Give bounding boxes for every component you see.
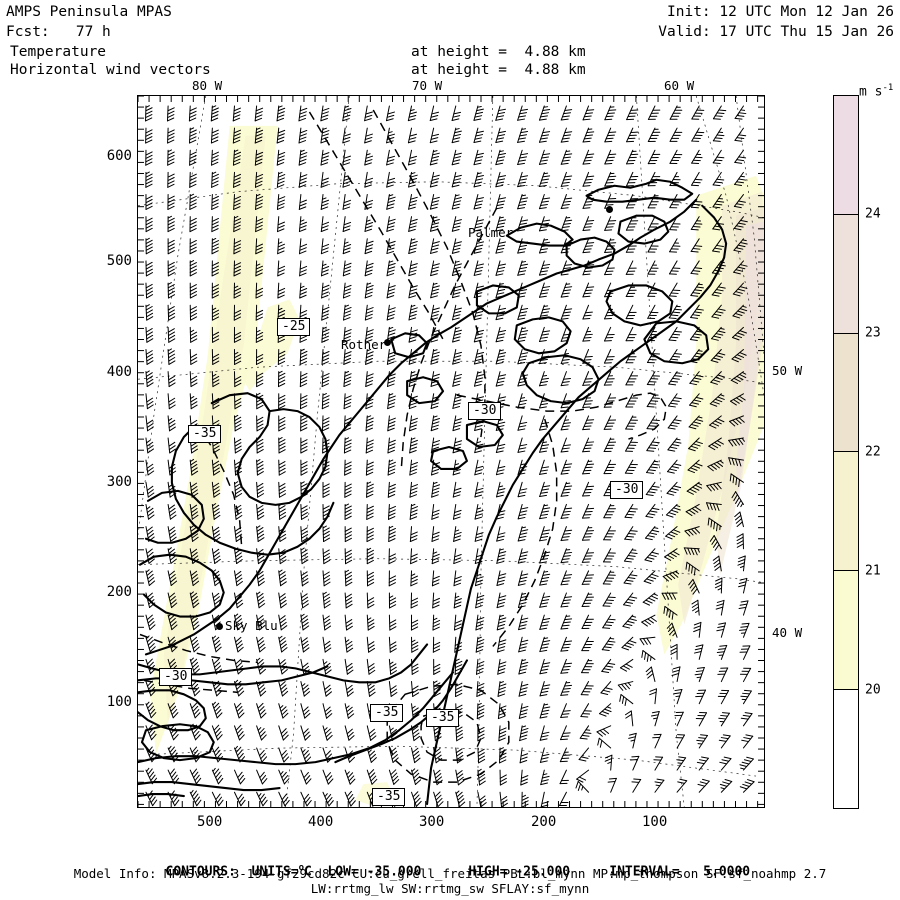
colorbar-band-6 — [834, 96, 858, 215]
contour-label-1: -25 — [277, 318, 311, 336]
model-info-line: Model Info: MPASv8.2.3-194-gf29cd82c CU:… — [73, 866, 827, 881]
header-block: AMPS Peninsula MPAS Fcst: 77 h Temperatu… — [6, 2, 896, 84]
contour-label-7: -35 — [426, 709, 460, 727]
colorbar-band-5 — [834, 214, 858, 334]
y-tick-300: 300 — [106, 474, 132, 490]
colorbar-tick-23: 23 — [865, 325, 881, 341]
y-tick-200: 200 — [106, 584, 132, 600]
init-time-text: Init: 12 UTC Mon 12 Jan 26 — [667, 4, 894, 20]
y-tick-400: 400 — [106, 364, 132, 380]
colorbar-units-text: m s — [859, 84, 883, 100]
contour-label-4: -30 — [610, 481, 644, 499]
station-label-rother: Rother — [341, 337, 387, 352]
y-tick-600: 600 — [106, 148, 132, 164]
page-title: AMPS Peninsula MPAS — [6, 4, 172, 20]
axis-ticks — [138, 96, 764, 807]
colorbar: m s-1 24 23 22 21 20 — [833, 83, 893, 809]
contour-label-6: -35 — [370, 704, 404, 722]
contour-label-8: -35 — [372, 788, 406, 806]
lon-label-right-40w: 40 W — [772, 625, 803, 640]
lon-label-top-70w: 70 W — [412, 78, 443, 93]
lon-label-top-60w: 60 W — [664, 78, 695, 93]
field-label-wind: Horizontal wind vectors — [10, 62, 211, 78]
colorbar-gradient — [833, 95, 859, 809]
x-tick-100: 100 — [642, 814, 668, 830]
x-tick-200: 200 — [531, 814, 557, 830]
physics-info-line: LW:rrtmg_lw SW:rrtmg_sw SFLAY:sf_mynn — [310, 881, 590, 896]
colorbar-tick-22: 22 — [865, 444, 881, 460]
colorbar-units-label: m s-1 — [859, 83, 893, 99]
contours-range-text: C LOW= -35.000 HIGH= -25.000 INTERVAL= 5… — [304, 864, 751, 880]
contour-label-5: -30 — [159, 668, 193, 686]
contours-info-line: CONTOURS: UNITS=oC LOW= -35.000 HIGH= -2… — [0, 848, 900, 879]
lon-label-top-80w: 80 W — [192, 78, 223, 93]
lon-label-right-50w: 50 W — [772, 363, 803, 378]
y-tick-500: 500 — [106, 253, 132, 269]
field-height-wind: at height = 4.88 km — [411, 62, 586, 78]
station-label-skyblu: Sky Blu — [225, 618, 278, 633]
colorbar-band-2 — [834, 571, 858, 691]
field-label-temperature: Temperature — [10, 44, 107, 60]
station-dot-skyblu — [216, 623, 223, 630]
x-tick-500: 500 — [197, 814, 223, 830]
valid-time-text: Valid: 17 UTC Thu 15 Jan 26 — [658, 24, 894, 40]
colorbar-band-4 — [834, 333, 858, 453]
contours-prefix-text: CONTOURS: UNITS= — [165, 864, 299, 880]
field-height-temperature: at height = 4.88 km — [411, 44, 586, 60]
colorbar-tick-20: 20 — [865, 682, 881, 698]
x-tick-300: 300 — [419, 814, 445, 830]
colorbar-tick-24: 24 — [865, 206, 881, 222]
map-canvas — [138, 96, 764, 807]
colorbar-units-exponent: -1 — [882, 83, 894, 93]
colorbar-band-1 — [834, 690, 858, 808]
map-plot-area[interactable]: Palmer Rother Sky Blu -25 -35 -30 -30 -3… — [137, 95, 765, 808]
contour-label-3: -30 — [468, 402, 502, 420]
station-dot-rother — [384, 339, 391, 346]
colorbar-band-3 — [834, 452, 858, 572]
y-tick-100: 100 — [106, 694, 132, 710]
contour-label-2: -35 — [188, 425, 222, 443]
degree-symbol-icon: o — [298, 863, 304, 873]
station-label-palmer: Palmer — [468, 225, 514, 240]
station-dot-palmer — [606, 206, 613, 213]
colorbar-tick-21: 21 — [865, 563, 881, 579]
x-tick-400: 400 — [308, 814, 334, 830]
forecast-hour-text: Fcst: 77 h — [6, 24, 111, 40]
